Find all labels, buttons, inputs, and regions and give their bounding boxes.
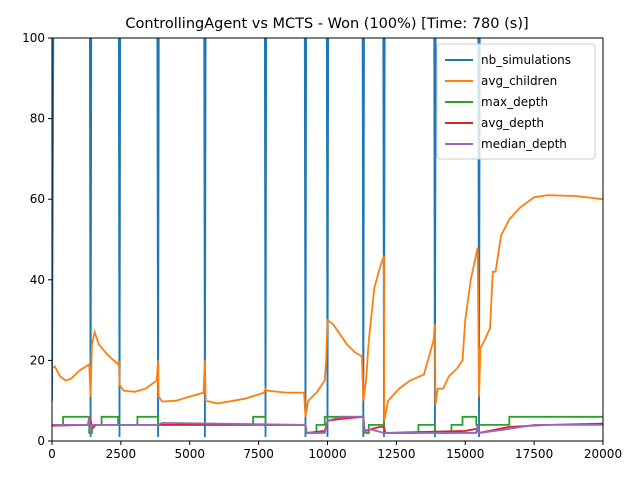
y-tick-label: 80 <box>30 112 45 126</box>
series-line <box>52 415 603 435</box>
x-tick-label: 7500 <box>243 447 274 461</box>
x-tick-label: 15000 <box>446 447 484 461</box>
x-tick-label: 20000 <box>584 447 622 461</box>
y-tick-label: 100 <box>22 31 45 45</box>
x-tick-label: 12500 <box>377 447 415 461</box>
legend-label: max_depth <box>481 95 548 109</box>
x-tick-label: 0 <box>48 447 56 461</box>
y-tick-label: 60 <box>30 192 45 206</box>
x-tick-label: 5000 <box>174 447 205 461</box>
legend-label: median_depth <box>481 137 567 151</box>
legend-label: nb_simulations <box>481 53 571 67</box>
x-tick-label: 2500 <box>106 447 137 461</box>
y-tick-label: 20 <box>30 353 45 367</box>
x-tick-label: 17500 <box>515 447 553 461</box>
x-tick-label: 10000 <box>308 447 346 461</box>
legend-label: avg_depth <box>481 116 544 130</box>
plot-area <box>52 38 603 437</box>
y-tick-label: 40 <box>30 273 45 287</box>
series-line <box>52 415 603 434</box>
legend-label: avg_children <box>481 74 557 88</box>
chart-title: ControllingAgent vs MCTS - Won (100%) [T… <box>125 16 528 32</box>
y-tick-label: 0 <box>37 434 45 448</box>
series-line <box>52 38 481 437</box>
series-line <box>52 194 603 422</box>
legend-box <box>436 43 596 160</box>
